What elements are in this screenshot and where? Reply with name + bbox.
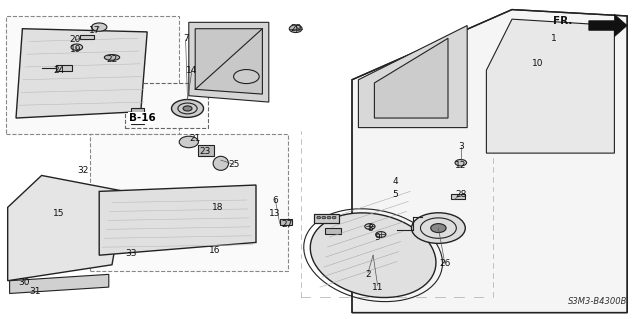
Ellipse shape — [365, 224, 375, 229]
Text: 19: 19 — [70, 45, 81, 54]
Text: 4: 4 — [392, 177, 397, 186]
Text: 30: 30 — [19, 278, 30, 287]
Text: 22: 22 — [106, 55, 118, 63]
Polygon shape — [358, 26, 467, 128]
Ellipse shape — [412, 213, 465, 243]
Ellipse shape — [327, 216, 331, 219]
Text: 11: 11 — [372, 283, 383, 292]
Ellipse shape — [92, 23, 107, 31]
Text: S3M3-B4300B: S3M3-B4300B — [568, 297, 627, 306]
Text: 14: 14 — [186, 66, 198, 75]
Text: 33: 33 — [125, 249, 137, 258]
Text: 7: 7 — [183, 34, 188, 43]
Text: 24: 24 — [53, 66, 65, 75]
Ellipse shape — [455, 160, 467, 166]
Bar — [125, 83, 208, 128]
Ellipse shape — [104, 55, 120, 60]
Ellipse shape — [322, 216, 326, 219]
Bar — [325, 228, 341, 234]
Text: 20: 20 — [70, 35, 81, 44]
Ellipse shape — [310, 213, 436, 298]
Bar — [6, 16, 179, 134]
Polygon shape — [352, 10, 627, 313]
Polygon shape — [16, 29, 147, 118]
Polygon shape — [99, 185, 256, 255]
Polygon shape — [195, 29, 262, 94]
Text: 6: 6 — [273, 197, 278, 205]
Polygon shape — [374, 38, 448, 118]
Text: 26: 26 — [439, 259, 451, 268]
Text: 1: 1 — [551, 34, 556, 43]
Text: 15: 15 — [53, 209, 65, 218]
Text: 9: 9 — [375, 233, 380, 242]
Ellipse shape — [289, 25, 302, 33]
Text: 23: 23 — [199, 147, 211, 156]
Text: 31: 31 — [29, 287, 41, 296]
Ellipse shape — [183, 106, 192, 111]
Text: 27: 27 — [281, 220, 292, 229]
Ellipse shape — [172, 100, 204, 117]
Ellipse shape — [431, 224, 446, 233]
Bar — [314, 214, 339, 223]
Bar — [314, 214, 339, 223]
Text: 25: 25 — [228, 160, 239, 169]
Bar — [451, 194, 465, 199]
Ellipse shape — [71, 44, 83, 50]
Bar — [90, 134, 288, 271]
Bar — [198, 145, 214, 156]
Text: 12: 12 — [455, 161, 467, 170]
Ellipse shape — [376, 232, 386, 237]
Polygon shape — [8, 175, 125, 281]
Ellipse shape — [332, 216, 336, 219]
Ellipse shape — [213, 156, 228, 170]
Text: 3: 3 — [458, 142, 463, 151]
Text: 5: 5 — [392, 190, 397, 199]
Text: 17: 17 — [89, 26, 100, 35]
Text: 28: 28 — [455, 190, 467, 199]
Text: 29: 29 — [290, 24, 301, 33]
Polygon shape — [10, 274, 109, 293]
Text: 18: 18 — [212, 203, 223, 212]
Text: 21: 21 — [189, 134, 201, 143]
Polygon shape — [189, 22, 269, 102]
Bar — [280, 219, 292, 225]
Polygon shape — [589, 14, 627, 37]
Text: B-16: B-16 — [129, 113, 156, 123]
Text: 8: 8 — [367, 224, 372, 233]
Text: FR.: FR. — [554, 16, 573, 26]
Text: 32: 32 — [77, 166, 89, 175]
Polygon shape — [486, 19, 614, 153]
Bar — [80, 35, 94, 39]
Ellipse shape — [179, 136, 198, 148]
Ellipse shape — [317, 216, 321, 219]
Text: 16: 16 — [209, 246, 220, 255]
Bar — [131, 108, 144, 124]
Text: 2: 2 — [365, 270, 371, 279]
Ellipse shape — [234, 70, 259, 84]
Text: 13: 13 — [269, 209, 281, 218]
Text: 10: 10 — [532, 59, 543, 68]
Bar — [56, 65, 72, 71]
